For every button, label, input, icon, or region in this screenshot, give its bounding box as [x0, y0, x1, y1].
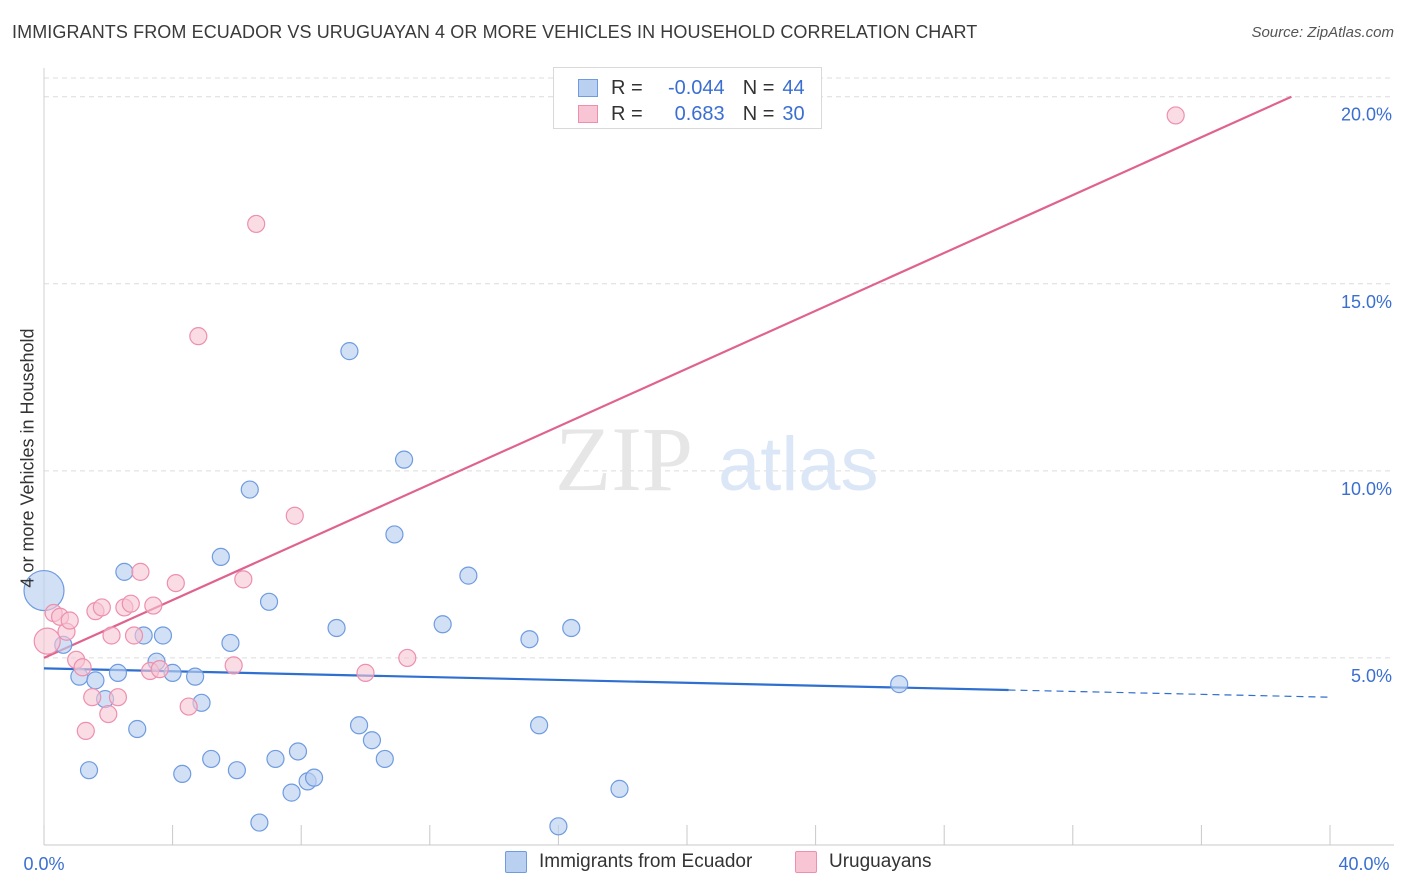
trend-lines — [43, 95, 1331, 698]
ecuador-point — [173, 764, 192, 784]
uruguayan-point — [76, 721, 95, 740]
trend-line-uruguayans — [43, 95, 1292, 659]
uruguayan-point — [60, 611, 79, 630]
ecuador-point — [240, 480, 259, 499]
y-axis-label: 4 or more Vehicles in Household — [17, 328, 38, 588]
correlation-legend: R = -0.044 N = 44 R = 0.683 N = 30 — [553, 67, 822, 129]
uruguayan-point — [83, 688, 102, 707]
ecuador-point — [186, 667, 205, 686]
n-label: N = — [742, 76, 775, 99]
uruguayan-point — [124, 626, 144, 645]
uruguayan-point — [108, 688, 128, 707]
ecuador-point — [530, 716, 549, 735]
n-label: N = — [742, 102, 775, 125]
watermark-atlas: atlas — [718, 422, 879, 507]
uruguayan-point — [356, 663, 375, 682]
source-label: Source: ZipAtlas.com — [1251, 24, 1394, 41]
ecuador-point — [288, 742, 308, 761]
uruguayan-point — [224, 656, 243, 675]
ecuador-point — [340, 342, 359, 361]
uruguayan-point — [121, 594, 140, 613]
uruguayan-point — [73, 658, 92, 677]
ecuador-point — [610, 779, 629, 798]
ecuador-point — [433, 615, 452, 634]
trend-line-ecuador-extension — [1008, 689, 1331, 698]
x-tick-label-min: 0.0% — [23, 854, 64, 874]
ecuador-point — [385, 525, 404, 544]
data-points — [23, 106, 1185, 836]
ecuador-point — [79, 761, 99, 780]
blue-swatch — [505, 851, 527, 873]
axes — [43, 68, 1394, 846]
uruguayan-point — [189, 327, 208, 346]
legend-label: Immigrants from Ecuador — [539, 851, 753, 872]
legend-row-uruguayans: R = 0.683 N = 30 — [578, 101, 805, 127]
ecuador-point — [266, 749, 285, 769]
chart-title: IMMIGRANTS FROM ECUADOR VS URUGUAYAN 4 O… — [12, 22, 978, 42]
n-value: 44 — [782, 76, 805, 99]
ecuador-point — [394, 450, 414, 469]
uruguayan-point — [179, 697, 198, 716]
ecuador-point — [459, 566, 478, 585]
ecuador-point — [562, 618, 581, 638]
uruguayan-point — [234, 570, 253, 589]
y-tick-label: 15.0% — [1341, 292, 1392, 312]
watermark-zip: ZIP — [555, 408, 693, 510]
uruguayan-point — [102, 626, 121, 645]
ecuador-point — [108, 663, 128, 682]
ecuador-point — [86, 671, 105, 690]
r-value: 0.683 — [674, 102, 725, 125]
trend-line-ecuador — [43, 667, 1009, 692]
legend-label: Uruguayans — [829, 851, 932, 872]
ecuador-point — [282, 783, 301, 802]
uruguayan-point — [99, 704, 118, 724]
uruguayan-point — [166, 573, 185, 593]
y-tick-label: 5.0% — [1351, 666, 1392, 686]
uruguayan-point — [144, 596, 163, 615]
uruguayan-point — [1166, 106, 1185, 125]
ecuador-point — [250, 813, 269, 832]
ecuador-point — [362, 731, 382, 750]
y-tick-label: 10.0% — [1341, 479, 1392, 499]
r-label: R = — [611, 76, 643, 99]
r-value: -0.044 — [667, 76, 725, 99]
ecuador-point — [202, 749, 221, 769]
ecuador-point — [304, 768, 324, 787]
watermark: ZIP atlas — [555, 408, 879, 510]
uruguayan-point — [398, 648, 417, 668]
ecuador-point — [327, 618, 346, 638]
ecuador-point — [227, 761, 246, 780]
ecuador-point — [890, 675, 909, 694]
uruguayan-point — [285, 506, 304, 525]
ecuador-point — [23, 569, 65, 612]
uruguayan-point — [92, 598, 111, 617]
uruguayan-point — [247, 214, 266, 234]
n-value: 30 — [782, 102, 805, 125]
ecuador-point — [128, 719, 147, 739]
uruguayan-point — [33, 627, 61, 655]
x-tick-label-max: 40.0% — [1338, 854, 1389, 874]
legend-item-ecuador[interactable]: Immigrants from Ecuador — [505, 851, 752, 873]
tick-labels: 5.0% 10.0% 15.0% 20.0% 0.0% 40.0% — [23, 105, 1392, 874]
uruguayan-point — [150, 660, 169, 679]
legend-row-ecuador: R = -0.044 N = 44 — [578, 75, 805, 101]
y-tick-label: 20.0% — [1341, 105, 1392, 125]
uruguayan-point — [131, 562, 150, 581]
ecuador-point — [349, 716, 369, 735]
ecuador-point — [221, 633, 240, 653]
series-legend: Immigrants from Ecuador Uruguayans — [0, 851, 1406, 877]
r-label: R = — [611, 102, 643, 125]
ecuador-point — [520, 630, 539, 649]
legend-item-uruguayans[interactable]: Uruguayans — [795, 851, 931, 873]
ecuador-point — [153, 626, 173, 645]
pink-swatch — [795, 851, 817, 873]
blue-swatch — [578, 79, 598, 97]
ecuador-point — [211, 547, 230, 567]
ecuador-point — [549, 817, 568, 836]
ecuador-point — [375, 749, 394, 769]
ecuador-point — [115, 562, 134, 581]
ecuador-point — [259, 592, 279, 611]
pink-swatch — [578, 105, 598, 123]
